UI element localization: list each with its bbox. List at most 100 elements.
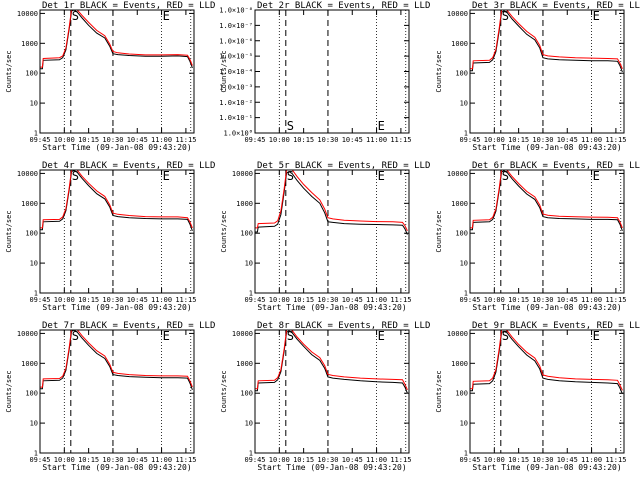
- y-tick-label: 10000: [447, 10, 468, 18]
- x-tick-label: 10:00: [484, 296, 505, 304]
- y-axis-label: Counts/sec: [5, 210, 13, 252]
- marker-label: S: [502, 169, 509, 183]
- marker-label: E: [163, 169, 170, 183]
- y-tick-label: 10: [460, 260, 468, 268]
- y-tick-label: 10: [460, 100, 468, 108]
- x-tick-label: 09:45: [459, 136, 480, 144]
- panel-title: Det 4r BLACK = Events, RED = LLD: [42, 161, 215, 171]
- y-tick-label: 100: [25, 390, 38, 398]
- y-tick-label: 100: [240, 390, 253, 398]
- plot-frame: [469, 169, 625, 294]
- y-tick-label: 1000: [236, 360, 253, 368]
- panel-title: Det 2r BLACK = Events, RED = LLD: [257, 1, 430, 11]
- series-line-lld: [470, 170, 623, 229]
- x-tick-label: 11:15: [175, 296, 196, 304]
- panel-title: Det 3r BLACK = Events, RED = LLD: [472, 1, 640, 11]
- y-tick-label: 1: [464, 450, 468, 458]
- x-tick-label: 10:30: [317, 136, 338, 144]
- x-tick-label: 10:00: [484, 456, 505, 464]
- marker-label: E: [163, 329, 170, 343]
- y-tick-label: 100: [240, 230, 253, 238]
- x-tick-label: 10:45: [557, 456, 578, 464]
- x-tick-label: 11:15: [390, 296, 411, 304]
- x-tick-label: 10:00: [54, 456, 75, 464]
- x-tick-label: 11:00: [151, 136, 172, 144]
- marker-label: E: [593, 169, 600, 183]
- series-line-lld: [470, 330, 623, 391]
- y-tick-label: 10: [460, 420, 468, 428]
- marker-label: S: [72, 329, 79, 343]
- x-tick-label: 11:15: [390, 136, 411, 144]
- x-tick-label: 10:00: [54, 296, 75, 304]
- x-tick-label: 10:00: [269, 296, 290, 304]
- x-tick-label: 10:15: [508, 456, 529, 464]
- marker-label: S: [502, 329, 509, 343]
- plot-frame: [254, 329, 410, 454]
- x-tick-label: 09:45: [459, 296, 480, 304]
- y-tick-label: 1.0×10⁻¹: [219, 114, 253, 122]
- series-line-events: [470, 330, 623, 395]
- marker-label: S: [287, 119, 294, 133]
- x-tick-label: 10:30: [317, 456, 338, 464]
- series-line-lld: [40, 10, 193, 68]
- detector-panel-7: Det 7r BLACK = Events, RED = LLD Counts/s…: [5, 321, 215, 472]
- y-tick-label: 1000: [451, 360, 468, 368]
- y-axis-label: Counts/sec: [220, 370, 228, 412]
- marker-label: E: [593, 9, 600, 23]
- series-line-events: [255, 171, 408, 235]
- x-tick-label: 10:15: [293, 136, 314, 144]
- x-tick-label: 09:45: [29, 296, 50, 304]
- x-tick-label: 11:00: [151, 456, 172, 464]
- plot-frame: [39, 329, 195, 454]
- detector-panel-8: Det 8r BLACK = Events, RED = LLD Counts/s…: [220, 321, 430, 472]
- detector-panel-2: Det 2r BLACK = Events, RED = LLD Counts/s…: [219, 1, 430, 144]
- series-line-events: [470, 170, 623, 231]
- x-tick-label: 11:15: [175, 456, 196, 464]
- y-tick-label: 1.0×10⁻⁶: [219, 37, 253, 45]
- x-tick-label: 10:30: [102, 456, 123, 464]
- x-tick-label: 09:45: [29, 136, 50, 144]
- x-axis-label: Start Time (09-Jan-08 09:43:20): [472, 303, 621, 312]
- x-tick-label: 10:00: [269, 456, 290, 464]
- x-tick-label: 10:30: [532, 456, 553, 464]
- y-tick-label: 10: [245, 420, 253, 428]
- y-tick-label: 1000: [21, 40, 38, 48]
- y-tick-label: 100: [455, 390, 468, 398]
- y-tick-label: 1000: [451, 200, 468, 208]
- y-tick-label: 10000: [447, 170, 468, 178]
- x-tick-label: 10:30: [102, 296, 123, 304]
- y-axis-label: Counts/sec: [5, 50, 13, 92]
- marker-label: E: [163, 9, 170, 23]
- marker-label: E: [378, 329, 385, 343]
- y-axis-label: Counts/sec: [435, 50, 443, 92]
- x-tick-label: 10:00: [54, 136, 75, 144]
- y-tick-label: 1: [34, 130, 38, 138]
- y-tick-label: 1: [464, 130, 468, 138]
- y-tick-label: 1.0×10⁻⁸: [219, 7, 253, 15]
- y-axis-label: Counts/sec: [5, 370, 13, 412]
- y-axis-label: Counts/sec: [220, 50, 228, 92]
- y-tick-label: 10000: [17, 10, 38, 18]
- x-tick-label: 11:00: [581, 456, 602, 464]
- x-tick-label: 09:45: [29, 456, 50, 464]
- series-line-lld: [255, 170, 408, 232]
- y-tick-label: 1000: [21, 200, 38, 208]
- x-tick-label: 11:00: [151, 296, 172, 304]
- x-tick-label: 09:45: [459, 456, 480, 464]
- x-tick-label: 11:00: [581, 296, 602, 304]
- y-tick-label: 1.0×10⁻⁴: [219, 68, 253, 76]
- x-axis-label: Start Time (09-Jan-08 09:43:20): [257, 463, 406, 472]
- y-tick-label: 10: [30, 420, 38, 428]
- y-tick-label: 10000: [447, 330, 468, 338]
- y-tick-label: 100: [455, 70, 468, 78]
- y-tick-label: 100: [455, 230, 468, 238]
- x-tick-label: 10:15: [78, 136, 99, 144]
- y-tick-label: 1.0×10⁻³: [219, 83, 253, 91]
- x-tick-label: 11:15: [605, 296, 626, 304]
- x-tick-label: 10:30: [102, 136, 123, 144]
- panel-title: Det 5r BLACK = Events, RED = LLD: [257, 161, 430, 171]
- plot-frame: [39, 9, 195, 134]
- x-tick-label: 10:15: [293, 456, 314, 464]
